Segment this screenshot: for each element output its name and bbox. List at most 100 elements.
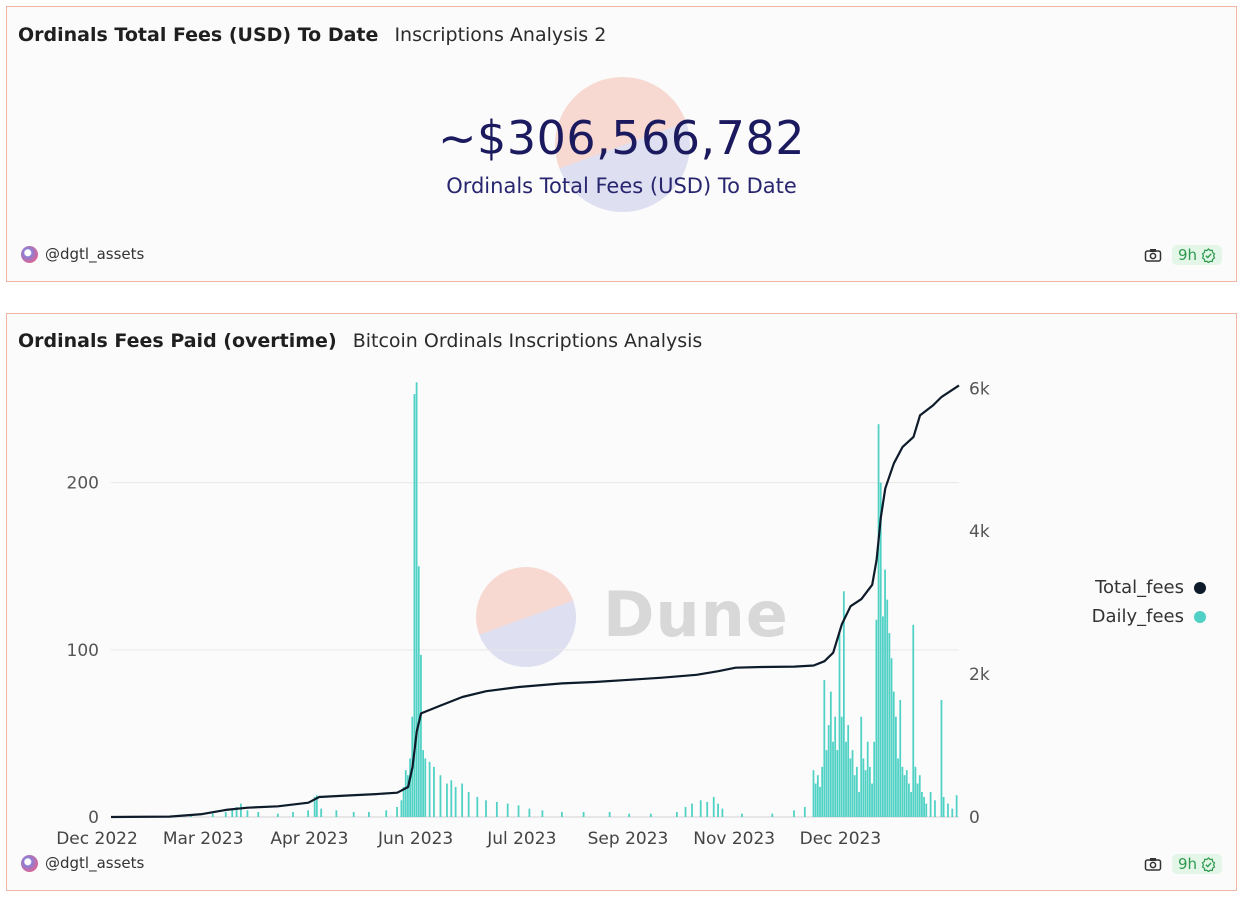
daily-fees-bar bbox=[918, 775, 921, 817]
daily-fees-bar bbox=[420, 654, 422, 817]
daily-fees-bar bbox=[407, 775, 409, 817]
daily-fees-bar bbox=[879, 482, 882, 817]
y-left-tick-label: 0 bbox=[88, 808, 99, 828]
legend-total-fees-label: Total_fees bbox=[1095, 577, 1184, 598]
y-left-tick-label: 200 bbox=[67, 474, 99, 494]
legend-total-fees[interactable]: Total_fees bbox=[1095, 577, 1206, 598]
daily-fees-bar bbox=[439, 775, 442, 817]
camera-icon[interactable] bbox=[1144, 856, 1162, 872]
daily-fees-bar bbox=[628, 813, 631, 817]
daily-fees-bar bbox=[890, 658, 893, 817]
daily-fees-bar bbox=[814, 783, 817, 817]
daily-fees-bar bbox=[877, 424, 880, 817]
daily-fees-bar bbox=[561, 811, 563, 817]
x-tick-label: Jul 2023 bbox=[486, 829, 556, 849]
daily-fees-bar bbox=[315, 795, 318, 817]
daily-fees-bar bbox=[912, 624, 915, 817]
daily-fees-bar bbox=[335, 810, 338, 817]
daily-fees-bar bbox=[914, 766, 917, 817]
daily-fees-bar bbox=[712, 796, 715, 817]
daily-fees-bar bbox=[886, 599, 889, 817]
fees-chart[interactable]: 0 100 200 0 2k 4k 6k Dec 2022 Mar 2023 Apr 2023 Ju… bbox=[7, 314, 1236, 890]
dune-logo-watermark bbox=[476, 567, 576, 667]
daily-fees-bar bbox=[825, 750, 828, 817]
daily-fees-bar bbox=[476, 796, 479, 817]
avatar bbox=[21, 245, 38, 263]
daily-fees-bar bbox=[916, 783, 919, 817]
legend-daily-fees-label: Daily_fees bbox=[1091, 606, 1184, 627]
daily-fees-bar bbox=[921, 791, 923, 817]
daily-fees-bar bbox=[691, 803, 693, 817]
daily-fees-bar bbox=[649, 813, 652, 817]
x-tick-label: Dec 2022 bbox=[56, 829, 138, 849]
author-link[interactable]: @dgtl_assets bbox=[21, 854, 144, 872]
freshness-age: 9h bbox=[1177, 855, 1197, 873]
camera-icon[interactable] bbox=[1144, 247, 1162, 263]
daily-fees-bar bbox=[827, 725, 830, 817]
daily-fees-bar bbox=[433, 766, 435, 817]
daily-fees-bar bbox=[292, 811, 294, 817]
daily-fees-bar bbox=[675, 811, 678, 817]
chart-card-title[interactable]: Ordinals Fees Paid (overtime) Bitcoin Or… bbox=[18, 330, 702, 352]
daily-fees-bar bbox=[320, 808, 323, 817]
daily-fees-bar bbox=[955, 795, 958, 817]
daily-fees-bar bbox=[875, 619, 878, 817]
daily-fees-bar bbox=[925, 803, 928, 817]
daily-fees-bar bbox=[211, 813, 214, 817]
daily-fees-bar bbox=[853, 775, 856, 817]
daily-fees-bar bbox=[246, 810, 249, 817]
x-tick-label: Nov 2023 bbox=[693, 829, 775, 849]
daily-fees-bar bbox=[803, 806, 806, 817]
daily-fees-bar bbox=[897, 758, 899, 817]
freshness-badge[interactable]: 9h bbox=[1171, 854, 1222, 874]
daily-fees-bar bbox=[840, 716, 843, 817]
daily-fees-bar bbox=[832, 741, 834, 817]
daily-fees-bar bbox=[224, 811, 227, 817]
daily-fees-bar bbox=[485, 800, 487, 817]
daily-fees-bar bbox=[409, 758, 411, 817]
daily-fees-bar bbox=[684, 806, 687, 817]
daily-fees-bar bbox=[951, 808, 954, 817]
daily-fees-bar bbox=[396, 806, 398, 817]
daily-fees-bar bbox=[842, 591, 845, 817]
daily-fees-bar bbox=[910, 791, 912, 817]
chart-title: Ordinals Fees Paid (overtime) bbox=[18, 330, 337, 352]
daily-fees-bar bbox=[454, 786, 457, 817]
x-tick-label: Mar 2023 bbox=[163, 829, 244, 849]
counter-value: ~$306,566,782 bbox=[438, 111, 805, 165]
daily-fees-bar bbox=[235, 806, 238, 817]
daily-fees-bar bbox=[422, 750, 424, 817]
x-tick-label: Dec 2023 bbox=[800, 829, 882, 849]
author-name: @dgtl_assets bbox=[45, 245, 145, 263]
daily-fees-bar bbox=[402, 786, 405, 817]
daily-fees-bar bbox=[721, 808, 724, 817]
daily-fees-bar bbox=[855, 766, 858, 817]
dune-watermark-text: Dune bbox=[603, 578, 789, 651]
daily-fees-bar bbox=[717, 803, 719, 817]
daily-fees-bar bbox=[834, 716, 837, 817]
counter-card: Ordinals Total Fees (USD) To Date Inscri… bbox=[6, 6, 1237, 282]
daily-fees-bar bbox=[231, 808, 234, 817]
y-right-tick-label: 4k bbox=[969, 522, 990, 542]
author-link[interactable]: @dgtl_assets bbox=[21, 245, 144, 263]
verified-check-icon bbox=[1201, 856, 1216, 872]
daily-fees-bar bbox=[582, 811, 585, 817]
y-right-tick-label: 0 bbox=[969, 808, 980, 828]
daily-fees-bar bbox=[940, 699, 943, 817]
daily-fees-bar bbox=[608, 811, 611, 817]
daily-fees-bar bbox=[385, 810, 388, 817]
daily-fees-bar bbox=[819, 786, 821, 817]
freshness-badge[interactable]: 9h bbox=[1171, 245, 1222, 265]
avatar bbox=[21, 854, 38, 872]
freshness-age: 9h bbox=[1177, 246, 1197, 264]
daily-fees-bar bbox=[829, 691, 832, 817]
counter-card-title[interactable]: Ordinals Total Fees (USD) To Date Inscri… bbox=[18, 24, 606, 46]
daily-fees-bar bbox=[541, 810, 544, 817]
daily-fees-bar bbox=[417, 566, 420, 817]
legend-daily-fees[interactable]: Daily_fees bbox=[1092, 606, 1206, 627]
daily-fees-bar bbox=[849, 758, 852, 817]
daily-fees-bar bbox=[845, 741, 847, 817]
legend-total-fees-swatch bbox=[1194, 581, 1206, 594]
daily-fees-bar bbox=[495, 801, 498, 817]
daily-fees-bar bbox=[450, 780, 453, 817]
